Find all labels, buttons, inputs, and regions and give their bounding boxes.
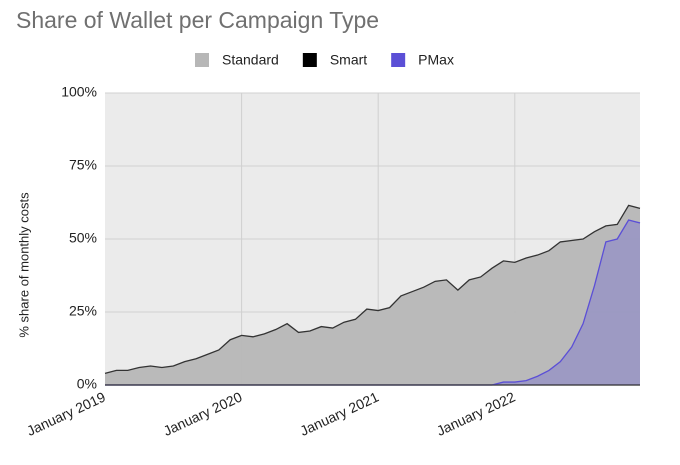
area-line bbox=[104, 204, 641, 374]
legend-swatch bbox=[195, 53, 209, 67]
x-tick-label: January 2019 bbox=[24, 388, 108, 438]
legend-label: Standard bbox=[222, 52, 279, 68]
area-fill bbox=[105, 220, 640, 385]
y-axis-label: % share of monthly costs bbox=[16, 192, 31, 338]
legend-swatch bbox=[391, 53, 406, 67]
y-tick-label: 25% bbox=[69, 303, 97, 319]
x-tick-label: January 2020 bbox=[161, 388, 245, 438]
legend-label: Smart bbox=[330, 52, 367, 68]
x-tick-label: January 2022 bbox=[434, 388, 518, 438]
legend-label: PMax bbox=[418, 52, 454, 68]
y-tick-label: 75% bbox=[69, 157, 97, 173]
chart-title: Share of Wallet per Campaign Type bbox=[16, 7, 379, 33]
y-tick-label: 0% bbox=[77, 376, 97, 392]
area-fill bbox=[105, 205, 640, 385]
y-tick-label: 100% bbox=[61, 84, 97, 100]
legend-swatch bbox=[302, 53, 317, 67]
x-tick-label: January 2021 bbox=[297, 388, 381, 438]
y-tick-label: 50% bbox=[69, 230, 97, 246]
